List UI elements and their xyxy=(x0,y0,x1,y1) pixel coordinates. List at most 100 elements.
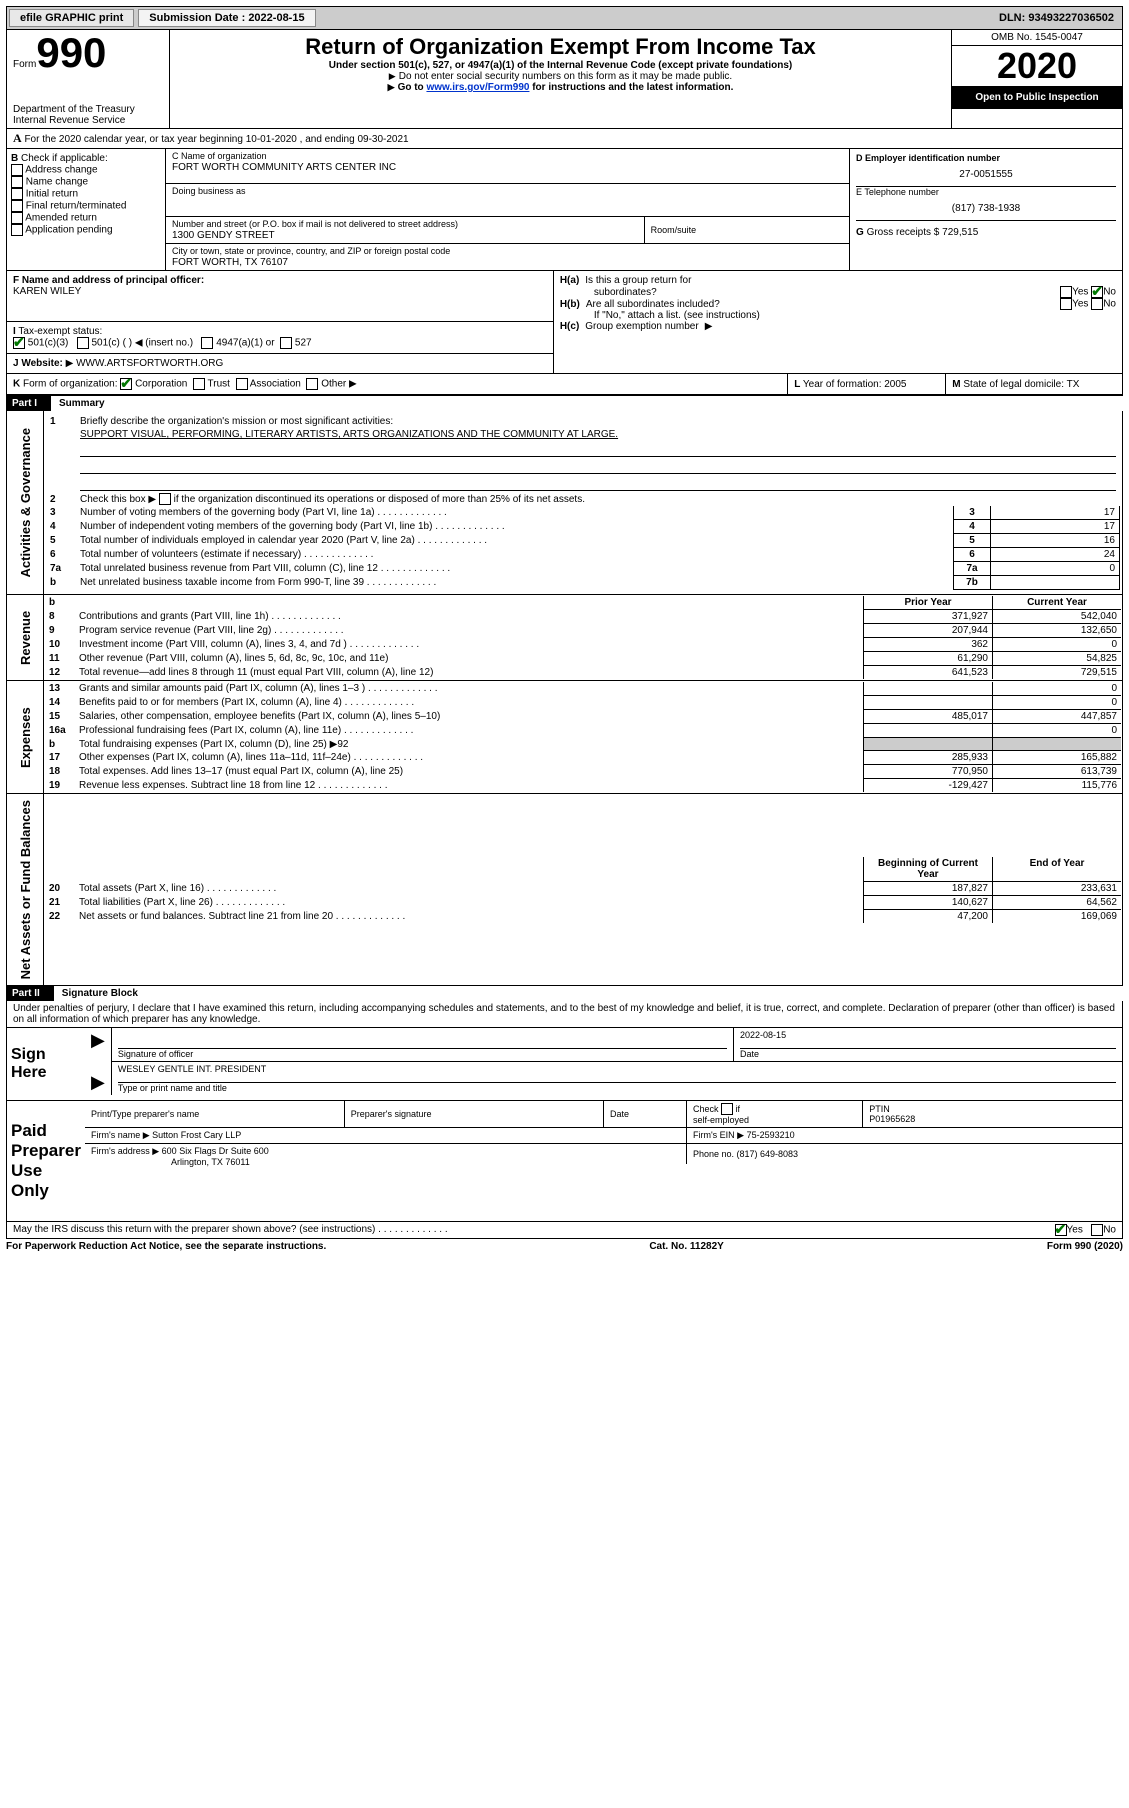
ptin-value: P01965628 xyxy=(869,1114,915,1124)
c12: 729,515 xyxy=(993,666,1122,680)
ha-no[interactable] xyxy=(1091,286,1103,298)
c15: 447,857 xyxy=(993,710,1122,724)
p8: 371,927 xyxy=(864,610,993,624)
d-label: D Employer identification number xyxy=(856,153,1116,163)
firm-label: Firm's name ▶ xyxy=(91,1130,150,1140)
hdr-b: b xyxy=(45,596,75,610)
l16b: Total fundraising expenses (Part IX, col… xyxy=(75,738,864,751)
chk-self-employed[interactable] xyxy=(721,1103,733,1115)
chk-name-change[interactable] xyxy=(11,176,23,188)
f-label: F Name and address of principal officer: xyxy=(13,275,204,286)
ha-yes-lbl: Yes xyxy=(1072,287,1088,298)
v5: 16 xyxy=(991,534,1120,548)
chk-assoc[interactable] xyxy=(236,378,248,390)
chk-trust[interactable] xyxy=(193,378,205,390)
chk-501c3[interactable] xyxy=(13,337,25,349)
chk-other[interactable] xyxy=(306,378,318,390)
c14: 0 xyxy=(993,696,1122,710)
l2-text: Check this box ▶ if the organization dis… xyxy=(80,494,585,505)
i-text: Tax-exempt status: xyxy=(18,326,102,337)
sig-date-label: Date xyxy=(740,1049,759,1059)
p12: 641,523 xyxy=(864,666,993,680)
officer-typed-name: WESLEY GENTLE INT. PRESIDENT xyxy=(118,1064,266,1074)
org-name: FORT WORTH COMMUNITY ARTS CENTER INC xyxy=(172,162,396,173)
l-label: L xyxy=(794,379,800,390)
public-inspection: Open to Public Inspection xyxy=(952,86,1122,109)
lbl-final-return: Final return/terminated xyxy=(26,201,127,212)
lbl-assoc: Association xyxy=(250,379,301,390)
m-label: M xyxy=(952,379,960,390)
ha-yes[interactable] xyxy=(1060,286,1072,298)
hdr-boy: Beginning of Current Year xyxy=(864,857,993,882)
lbl-4947: 4947(a)(1) or xyxy=(216,338,274,349)
discuss-no[interactable] xyxy=(1091,1224,1103,1236)
ha-no-lbl: No xyxy=(1103,287,1116,298)
chk-501c[interactable] xyxy=(77,337,89,349)
hb-note: If "No," attach a list. (see instruction… xyxy=(560,310,1116,321)
lbl-trust: Trust xyxy=(208,379,230,390)
ha-text2: subordinates? xyxy=(594,287,657,298)
j-text: Website: xyxy=(21,358,63,369)
chk-app-pending[interactable] xyxy=(11,224,23,236)
lbl-527: 527 xyxy=(295,338,312,349)
chk-corp[interactable] xyxy=(120,378,132,390)
chk-amended-return[interactable] xyxy=(11,212,23,224)
footer-right: Form 990 (2020) xyxy=(1047,1241,1123,1252)
chk-527[interactable] xyxy=(280,337,292,349)
discuss-no-lbl: No xyxy=(1103,1225,1116,1236)
omb-label: OMB No. 1545-0047 xyxy=(952,30,1122,46)
irs-link[interactable]: www.irs.gov/Form990 xyxy=(426,82,529,93)
hc-label: H(c) xyxy=(560,321,579,332)
p16a xyxy=(864,724,993,738)
tab-governance: Activities & Governance xyxy=(7,411,44,595)
h-ptin: PTIN xyxy=(869,1104,890,1114)
hb-yes[interactable] xyxy=(1060,298,1072,310)
p17: 285,933 xyxy=(864,751,993,765)
irs-label: Internal Revenue Service xyxy=(13,115,163,126)
c19: 115,776 xyxy=(993,779,1122,793)
l22: Net assets or fund balances. Subtract li… xyxy=(75,909,864,923)
l15: Salaries, other compensation, employee b… xyxy=(75,710,864,724)
chk-final-return[interactable] xyxy=(11,200,23,212)
c20: 233,631 xyxy=(993,881,1122,895)
sig-officer-label: Signature of officer xyxy=(118,1049,193,1059)
gross-receipts: Gross receipts $ 729,515 xyxy=(867,227,979,238)
website-value: WWW.ARTSFORTWORTH.ORG xyxy=(76,358,223,369)
chk-4947[interactable] xyxy=(201,337,213,349)
l12: Total revenue—add lines 8 through 11 (mu… xyxy=(75,666,864,680)
lbl-address-change: Address change xyxy=(25,165,97,176)
chk-address-change[interactable] xyxy=(11,164,23,176)
hb-no-lbl: No xyxy=(1103,299,1116,310)
c9: 132,650 xyxy=(993,624,1122,638)
efile-button[interactable]: efile GRAPHIC print xyxy=(9,9,134,27)
l11: Other revenue (Part VIII, column (A), li… xyxy=(75,652,864,666)
l20: Total assets (Part X, line 16) xyxy=(75,881,864,895)
firm-ein: 75-2593210 xyxy=(747,1130,795,1140)
form-label: Form990 xyxy=(13,32,163,74)
ha-label: H(a) xyxy=(560,275,579,286)
street-address: 1300 GENDY STREET xyxy=(172,230,275,241)
hb-text: Are all subordinates included? xyxy=(586,299,720,310)
chk-initial-return[interactable] xyxy=(11,188,23,200)
hb-no[interactable] xyxy=(1091,298,1103,310)
hdr-eoy: End of Year xyxy=(993,857,1122,882)
p10: 362 xyxy=(864,638,993,652)
hb-label: H(b) xyxy=(560,299,580,310)
p21: 140,627 xyxy=(864,895,993,909)
l13: Grants and similar amounts paid (Part IX… xyxy=(75,682,864,696)
p15: 485,017 xyxy=(864,710,993,724)
k-text: Form of organization: xyxy=(23,379,118,390)
lbl-name-change: Name change xyxy=(26,177,88,188)
discuss-yes[interactable] xyxy=(1055,1224,1067,1236)
dba-label: Doing business as xyxy=(172,186,246,196)
p19: -129,427 xyxy=(864,779,993,793)
part2-title: Signature Block xyxy=(54,988,138,999)
dept-label: Department of the Treasury xyxy=(13,104,163,115)
firm-name: Sutton Frost Cary LLP xyxy=(152,1130,241,1140)
j-label: J xyxy=(13,358,19,369)
hdr-curr: Current Year xyxy=(993,596,1122,610)
hc-text: Group exemption number xyxy=(585,321,698,332)
tax-year: 2020 xyxy=(952,46,1122,86)
type-name-label: Type or print name and title xyxy=(118,1083,227,1093)
chk-discontinued[interactable] xyxy=(159,493,171,505)
